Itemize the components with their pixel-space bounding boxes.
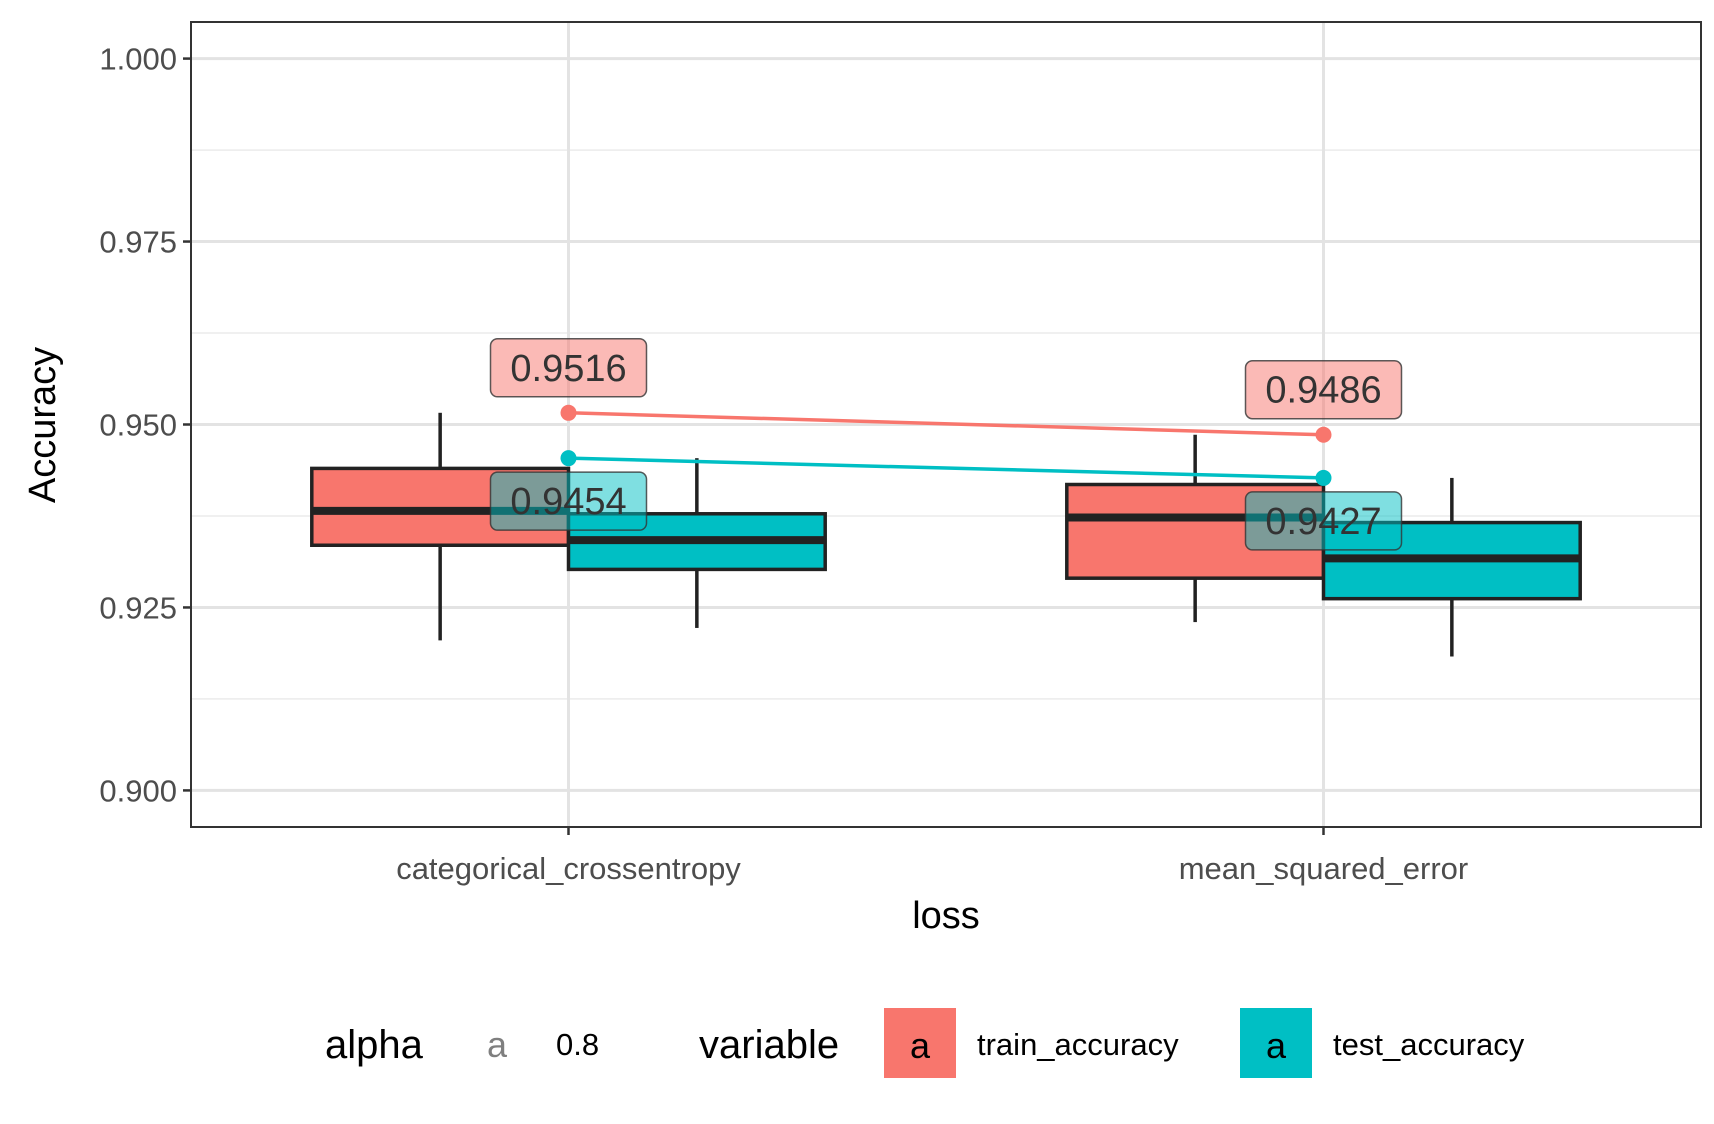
max-label-layer: 0.9516 0.9486 0.9454 0.9427 — [489, 338, 1403, 551]
max-label-text: 0.9486 — [1265, 370, 1381, 412]
max-label-text: 0.9516 — [510, 348, 626, 390]
grid-layer — [191, 22, 1701, 827]
legend-key-test-accuracy — [1240, 1008, 1312, 1078]
max-label-box — [1244, 359, 1403, 420]
x-tick-label: categorical_crossentropy — [396, 851, 741, 886]
max-label-box — [1244, 491, 1403, 551]
legend-label-test-accuracy: test_accuracy — [1333, 1027, 1525, 1062]
max-label-text: 0.9454 — [510, 481, 626, 523]
legend-alpha-value: 0.8 — [556, 1027, 599, 1062]
max-point-train_accuracy — [560, 404, 577, 421]
legend-label-train-accuracy: train_accuracy — [977, 1027, 1179, 1062]
max-point-test_accuracy — [560, 450, 577, 467]
x-axis-title: loss — [912, 895, 980, 937]
legend-alpha-title: alpha — [325, 1023, 424, 1067]
max-line-layer — [560, 404, 1332, 486]
max-line-train_accuracy — [568, 411, 1324, 437]
y-tick-label: 1.000 — [99, 42, 177, 77]
y-axis-title: Accuracy — [22, 347, 64, 503]
axis-layer: 0.900 0.925 0.950 0.975 1.000 categorical_cro… — [99, 42, 1468, 886]
legend-key-test-glyph: a — [1266, 1025, 1287, 1066]
y-tick-label: 0.975 — [99, 225, 177, 260]
x-tick-label: mean_squared_error — [1179, 851, 1469, 886]
max-label-text: 0.9427 — [1265, 501, 1381, 543]
y-tick-label: 0.900 — [99, 773, 177, 808]
max-label-box — [489, 471, 648, 531]
max-point-test_accuracy — [1315, 469, 1332, 486]
max-label-train_accuracy: 0.9516 — [489, 338, 648, 398]
max-label-test_accuracy: 0.9454 — [489, 471, 648, 531]
legend: alpha a 0.8 variable a train_accuracy a … — [325, 1008, 1525, 1078]
y-tick-label: 0.950 — [99, 408, 177, 443]
legend-key-train-glyph: a — [910, 1025, 931, 1066]
max-label-box — [489, 338, 648, 398]
legend-alpha-key: a — [487, 1024, 508, 1065]
y-tick-label: 0.925 — [99, 590, 177, 625]
max-point-train_accuracy — [1315, 426, 1332, 443]
max-label-test_accuracy: 0.9427 — [1244, 491, 1403, 551]
legend-variable-title: variable — [699, 1023, 839, 1067]
legend-key-train-accuracy — [884, 1008, 956, 1078]
max-label-train_accuracy: 0.9486 — [1244, 359, 1403, 420]
max-line-test_accuracy — [568, 456, 1324, 480]
